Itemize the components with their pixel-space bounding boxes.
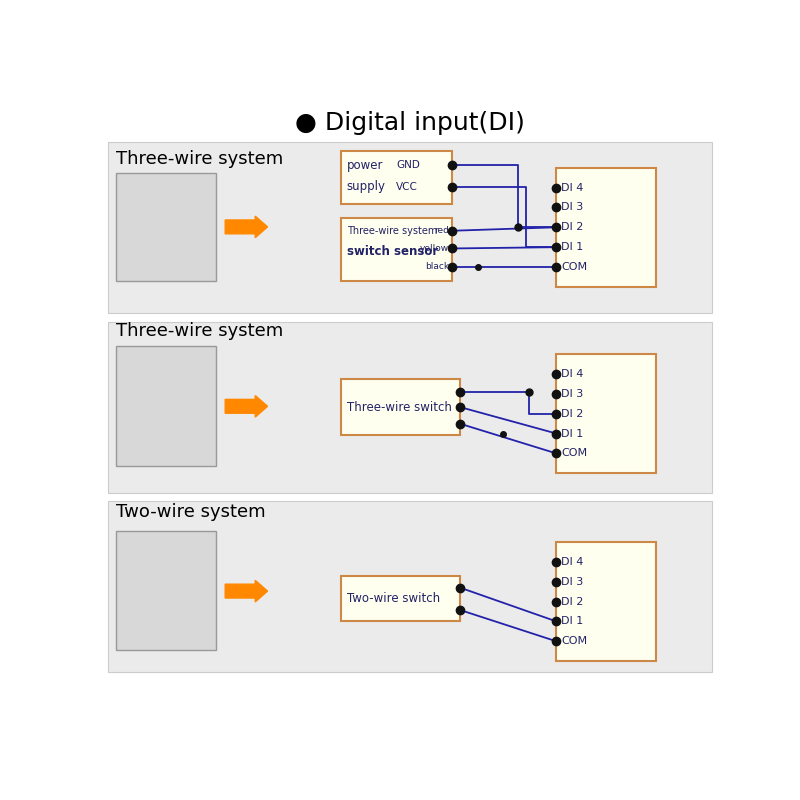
Text: DI 1: DI 1 xyxy=(561,616,583,626)
Bar xyxy=(108,142,712,313)
Bar xyxy=(556,168,656,287)
Bar xyxy=(556,354,656,474)
Text: DI 4: DI 4 xyxy=(561,557,583,566)
Text: DI 3: DI 3 xyxy=(561,202,583,212)
Text: Two-wire system: Two-wire system xyxy=(116,502,266,521)
Bar xyxy=(341,151,452,204)
FancyArrow shape xyxy=(226,580,267,602)
Bar xyxy=(116,531,216,650)
Text: power: power xyxy=(347,158,383,172)
Bar xyxy=(116,346,216,466)
Text: COM: COM xyxy=(561,449,587,458)
Text: Three-wire system: Three-wire system xyxy=(116,150,283,168)
Text: Three-wire system: Three-wire system xyxy=(116,322,283,340)
Text: DI 1: DI 1 xyxy=(561,429,583,438)
Text: COM: COM xyxy=(561,262,587,272)
Text: black: black xyxy=(425,262,450,271)
Text: DI 2: DI 2 xyxy=(561,409,583,418)
Text: VCC: VCC xyxy=(396,182,418,192)
FancyArrow shape xyxy=(226,395,267,417)
Bar xyxy=(116,173,216,281)
Text: ● Digital input(DI): ● Digital input(DI) xyxy=(295,111,525,135)
Text: DI 3: DI 3 xyxy=(561,389,583,398)
Text: Three-wire switch: Three-wire switch xyxy=(347,401,452,414)
Text: red: red xyxy=(434,226,450,235)
Text: COM: COM xyxy=(561,636,587,646)
Bar xyxy=(556,542,656,661)
Text: DI 2: DI 2 xyxy=(561,597,583,606)
Text: Three-wire system: Three-wire system xyxy=(347,226,438,236)
Text: switch sensor: switch sensor xyxy=(347,245,438,258)
Bar xyxy=(341,379,460,435)
Text: DI 1: DI 1 xyxy=(561,242,583,252)
Bar xyxy=(341,577,460,621)
Bar xyxy=(108,501,712,672)
FancyArrow shape xyxy=(226,216,267,238)
Text: DI 4: DI 4 xyxy=(561,182,583,193)
Bar xyxy=(341,218,452,281)
Text: DI 4: DI 4 xyxy=(561,369,583,379)
Text: DI 2: DI 2 xyxy=(561,222,583,232)
Text: supply: supply xyxy=(347,180,386,194)
Text: Two-wire switch: Two-wire switch xyxy=(347,592,440,606)
Text: yellow: yellow xyxy=(420,244,450,253)
Bar xyxy=(108,322,712,493)
Text: DI 3: DI 3 xyxy=(561,577,583,586)
Text: GND: GND xyxy=(396,160,420,170)
